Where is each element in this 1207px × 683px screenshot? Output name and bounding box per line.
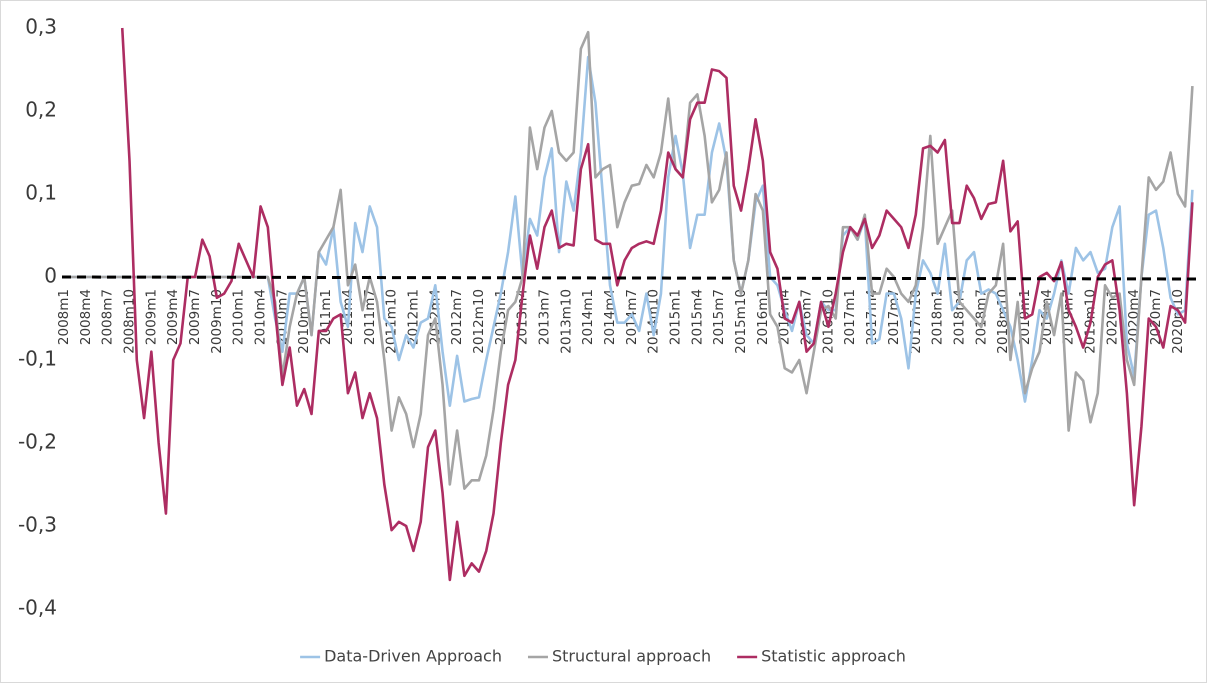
x-tick-label: 2011m7 [362,289,378,345]
y-tick-label: 0,2 [25,98,57,122]
x-tick-label: 2017m4 [864,289,880,345]
y-tick-label: 0 [44,264,57,288]
y-tick-label: -0,4 [18,596,57,620]
legend-label: Data-Driven Approach [324,647,502,666]
y-tick-label: -0,1 [18,347,57,371]
x-tick-label: 2009m10 [209,289,225,354]
x-tick-label: 2018m4 [951,289,967,345]
x-tick-label: 2015m7 [711,289,727,345]
x-tick-label: 2009m4 [165,289,181,345]
legend: Data-Driven Approach Structural approach S… [300,647,906,666]
x-tick-label: 2013m10 [558,289,574,354]
x-tick-label: 2020m1 [1104,289,1120,345]
y-tick-label: -0,3 [18,513,57,537]
x-tick-label: 2008m1 [56,289,72,345]
x-tick-label: 2015m10 [733,289,749,354]
x-tick-label: 2008m7 [100,289,116,345]
x-tick-label: 2014m1 [580,289,596,345]
x-tick-label: 2018m1 [930,289,946,345]
x-tick-label: 2009m1 [143,289,159,345]
x-tick-label: 2013m7 [536,289,552,345]
x-tick-label: 2009m7 [187,289,203,345]
x-tick-label: 2008m4 [78,289,94,345]
plot-area [64,27,1194,582]
y-tick-label: -0,2 [18,430,57,454]
x-tick-label: 2012m10 [471,289,487,354]
x-tick-label: 2017m1 [842,289,858,345]
x-tick-label: 2011m1 [318,289,334,345]
x-tick-label: 2016m1 [755,289,771,345]
x-tick-label: 2020m7 [1148,289,1164,345]
y-tick-label: 0,1 [25,181,57,205]
series-line [120,27,1194,582]
x-tick-label: 2010m4 [253,289,269,345]
x-tick-label: 2015m1 [668,289,684,345]
reference-line [61,275,1198,281]
x-tick-label: 2015m4 [689,289,705,345]
legend-label: Structural approach [552,647,711,666]
x-tick-label: 2012m7 [449,289,465,345]
y-tick-label: 0,3 [25,15,57,39]
x-tick-label: 2011m10 [384,289,400,354]
legend-label: Statistic approach [761,647,906,666]
x-tick-label: 2010m1 [231,289,247,345]
